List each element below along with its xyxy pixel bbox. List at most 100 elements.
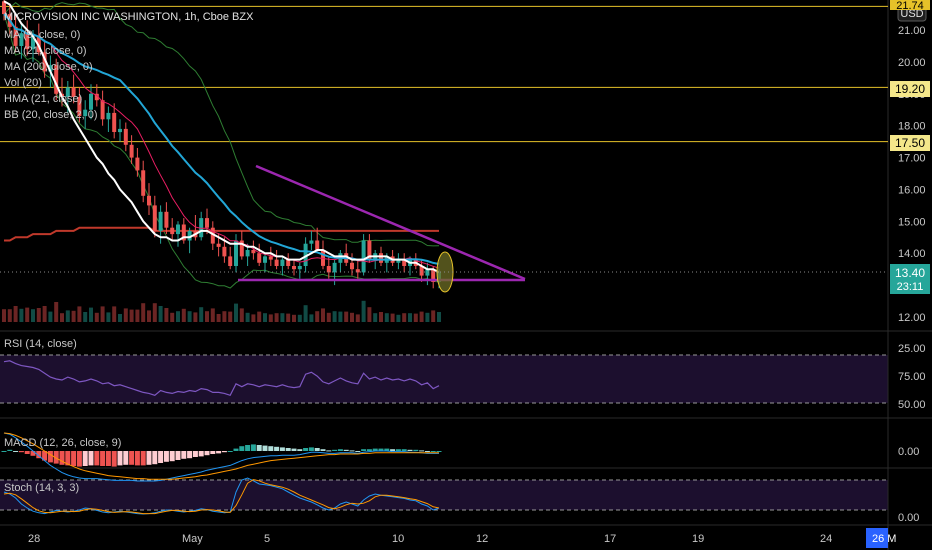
macd-histogram-bar <box>419 450 425 452</box>
macd-histogram-bar <box>181 451 187 459</box>
stoch-band <box>0 480 888 510</box>
volume-bar <box>228 311 233 322</box>
candle-body <box>245 250 250 257</box>
volume-bar <box>303 305 308 322</box>
macd-histogram-bar <box>308 447 314 451</box>
level-label-2: 17.50 <box>895 136 925 150</box>
volume-bar <box>251 314 256 322</box>
volume-bar <box>379 312 383 322</box>
macd-histogram-bar <box>413 449 419 451</box>
macd-histogram-bar <box>436 451 442 452</box>
macd-histogram-bar <box>71 451 77 466</box>
volume-bar <box>268 314 273 322</box>
volume-bars <box>2 300 441 322</box>
ma9-line <box>3 13 440 269</box>
macd-histogram-bar <box>169 451 175 462</box>
macd-histogram-bar <box>216 451 222 454</box>
volume-bar <box>176 311 180 322</box>
volume-bar <box>147 310 151 322</box>
macd-histogram-bar <box>192 451 198 457</box>
level-label-1-bg <box>890 81 930 97</box>
candle-body <box>129 144 134 158</box>
volume-bar <box>123 308 128 322</box>
indicator-legend-ma21[interactable]: MA (21, close, 0) <box>4 45 87 57</box>
candle-body <box>42 52 47 72</box>
rsi-pane <box>3 360 440 397</box>
macd-histogram-bar <box>59 451 65 465</box>
macd-histogram-bar <box>227 451 233 452</box>
time-label-28: 28 <box>28 533 40 545</box>
indicator-legend-vol[interactable]: Vol (20) <box>4 77 42 89</box>
volume-bar <box>234 303 238 322</box>
time-label-19: 19 <box>692 533 704 545</box>
volume-bar <box>25 307 30 322</box>
candle-body <box>396 259 401 263</box>
macd-histogram-bar <box>100 451 106 466</box>
volume-bar <box>170 312 175 322</box>
volume-bar <box>396 314 401 322</box>
candle-body <box>222 246 227 257</box>
volume-bar <box>77 306 82 322</box>
candle-body <box>350 262 354 270</box>
volume-bar <box>355 314 360 322</box>
candle-body <box>332 262 337 273</box>
volume-bar <box>425 312 430 322</box>
macd-histogram-bar <box>285 448 291 451</box>
volume-bar <box>263 313 267 322</box>
volume-bar <box>42 306 47 322</box>
volume-bar <box>141 303 146 322</box>
indicator-legend-hma[interactable]: HMA (21, close) <box>4 93 82 105</box>
volume-bar <box>344 311 349 322</box>
volume-bar <box>94 312 99 322</box>
volume-bar <box>326 312 331 322</box>
volume-bar <box>361 300 366 322</box>
macd-histogram-bar <box>268 446 274 451</box>
macd-histogram-bar <box>187 451 193 459</box>
candle-body <box>234 240 238 266</box>
level-label-top: 21.74 <box>896 0 924 12</box>
candle-body <box>228 256 233 266</box>
indicator-legend-ma9[interactable]: MA (9, close, 0) <box>4 29 80 41</box>
volume-bar <box>431 310 436 322</box>
candle-body <box>77 97 82 117</box>
macd-histogram-bar <box>355 451 361 452</box>
candle-body <box>309 240 314 244</box>
volume-bar <box>118 314 122 322</box>
volume-bar <box>158 306 163 322</box>
indicator-legend-bb[interactable]: BB (20, close, 2, 0) <box>4 109 98 121</box>
rsi-legend[interactable]: RSI (14, close) <box>4 338 77 350</box>
indicator-legend-ma200[interactable]: MA (200, close, 0) <box>4 61 93 73</box>
time-label-24: 24 <box>820 533 832 545</box>
rsi-tick-75: 75.00 <box>898 371 926 383</box>
volume-bar <box>292 314 296 322</box>
volume-bar <box>274 313 279 322</box>
macd-histogram-bar <box>42 451 48 461</box>
stoch-pane <box>3 477 440 515</box>
stoch-legend[interactable]: Stoch (14, 3, 3) <box>4 482 79 494</box>
macd-histogram-bar <box>378 448 384 451</box>
macd-histogram-bar <box>24 451 30 454</box>
stoch-tick-0: 0.00 <box>898 512 919 524</box>
macd-legend[interactable]: MACD (12, 26, close, 9) <box>4 437 121 449</box>
macd-histogram-bar <box>117 451 123 466</box>
candle-body <box>181 224 186 241</box>
price-tick: 14.00 <box>898 248 926 260</box>
candle-body <box>112 112 117 132</box>
price-tick: 18.00 <box>898 121 926 133</box>
last-price-badge <box>890 264 930 294</box>
candle-body <box>25 33 30 50</box>
volume-bar <box>112 306 117 322</box>
candle-body <box>297 266 302 270</box>
candle-body <box>19 33 24 46</box>
volume-bar <box>245 312 250 322</box>
volume-bar <box>297 314 302 322</box>
macd-histogram-bar <box>233 448 239 451</box>
macd-histogram-bar <box>163 451 169 462</box>
candle-body <box>321 250 325 266</box>
volume-bar <box>31 309 35 322</box>
triangle-upper-trendline[interactable] <box>255 164 526 281</box>
candle-body <box>402 259 407 266</box>
time-highlight-bg[interactable] <box>866 528 888 548</box>
volume-bar <box>36 308 41 322</box>
